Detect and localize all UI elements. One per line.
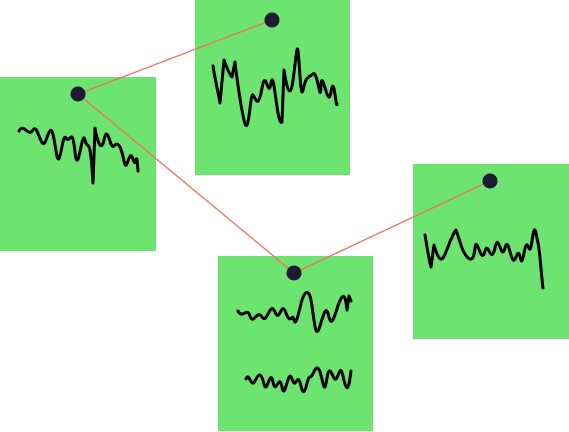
note-right[interactable] — [413, 164, 569, 339]
pins-layer — [70, 12, 498, 281]
note-top[interactable] — [195, 0, 350, 175]
handwritten-scribble — [17, 126, 140, 185]
note-left[interactable] — [0, 77, 156, 251]
connector-string — [77, 93, 295, 274]
connector-string — [77, 19, 273, 95]
note-bottom[interactable] — [218, 256, 373, 431]
connector-string — [293, 180, 491, 274]
pushpin-icon[interactable] — [286, 265, 302, 281]
sticky-note-paper — [413, 164, 569, 339]
handwritten-scribble — [211, 47, 339, 127]
pushpin-icon[interactable] — [70, 86, 86, 102]
pushpin-icon[interactable] — [482, 173, 498, 189]
handwritten-scribble — [236, 291, 353, 333]
sticky-note-paper — [218, 256, 373, 431]
strings-layer — [77, 19, 491, 274]
sticky-note-paper — [0, 77, 156, 251]
handwritten-scribble — [244, 366, 353, 394]
handwritten-scribble — [423, 228, 545, 290]
pushpin-icon[interactable] — [264, 12, 280, 28]
